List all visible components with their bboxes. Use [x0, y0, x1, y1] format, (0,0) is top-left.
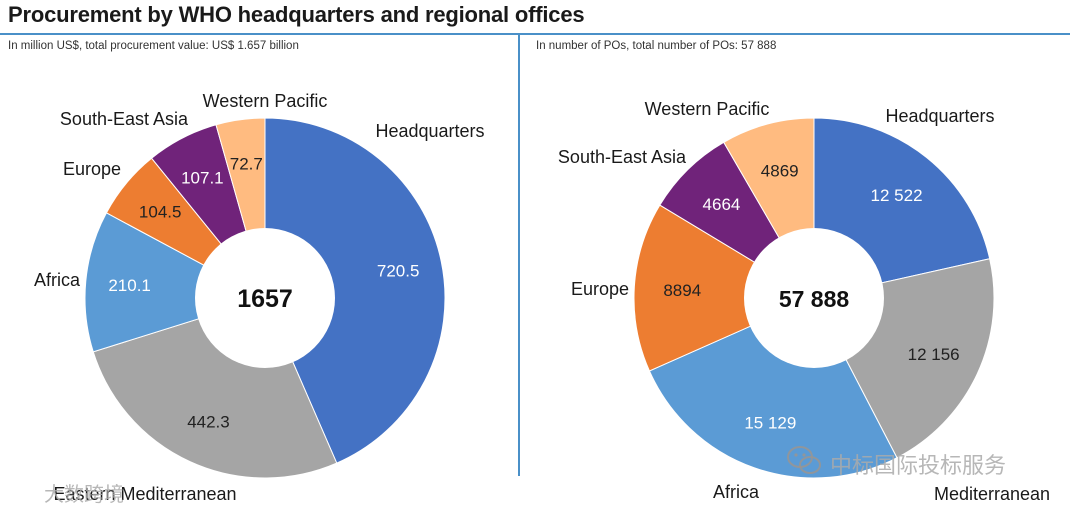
- center-total-1: 57 888: [779, 286, 850, 312]
- category-label-1-3: Europe: [571, 279, 629, 299]
- value-label-1-5: 4869: [761, 162, 799, 181]
- category-label-1-4: South-East Asia: [558, 147, 687, 167]
- value-label-1-1: 12 156: [908, 345, 960, 364]
- category-label-1-1: Mediterranean: [934, 484, 1050, 504]
- category-label-0-4: South-East Asia: [60, 109, 189, 129]
- value-label-0-1: 442.3: [187, 413, 230, 432]
- category-label-1-0: Headquarters: [885, 106, 994, 126]
- watermark-left: 大数跨境: [44, 484, 124, 506]
- category-label-1-2: Africa: [713, 482, 760, 502]
- category-label-0-2: Africa: [34, 270, 81, 290]
- panel-divider: [518, 35, 520, 476]
- category-label-1-5: Western Pacific: [645, 99, 770, 119]
- value-label-1-3: 8894: [663, 281, 701, 300]
- watermark-right: 中标国际投标服务: [830, 453, 1007, 478]
- value-label-0-5: 72.7: [230, 154, 263, 173]
- value-label-1-0: 12 522: [871, 186, 923, 205]
- value-label-0-3: 104.5: [139, 202, 182, 221]
- value-label-0-2: 210.1: [108, 276, 151, 295]
- chart-title: Procurement by WHO headquarters and regi…: [8, 2, 585, 27]
- left-chart-subtitle: In million US$, total procurement value:…: [8, 40, 299, 52]
- value-label-1-2: 15 129: [744, 414, 796, 433]
- donut-hole-0: [195, 228, 335, 368]
- slice-1-3: [633, 204, 816, 372]
- value-label-0-4: 107.1: [181, 168, 224, 187]
- title-underline: [0, 33, 1070, 35]
- value-label-1-4: 4664: [703, 195, 741, 214]
- category-label-0-1: Eastern Mediterranean: [53, 484, 236, 504]
- center-total-0: 1657: [237, 285, 293, 313]
- slice-0-2: [84, 212, 267, 353]
- category-label-0-0: Headquarters: [375, 121, 484, 141]
- value-label-0-0: 720.5: [377, 261, 420, 280]
- category-label-0-3: Europe: [63, 159, 121, 179]
- slice-0-0: [264, 117, 446, 464]
- donut-hole-1: [744, 228, 884, 368]
- wechat-icon: [787, 446, 821, 474]
- category-label-0-5: Western Pacific: [203, 91, 328, 111]
- right-chart-subtitle: In number of POs, total number of POs: 5…: [536, 40, 777, 52]
